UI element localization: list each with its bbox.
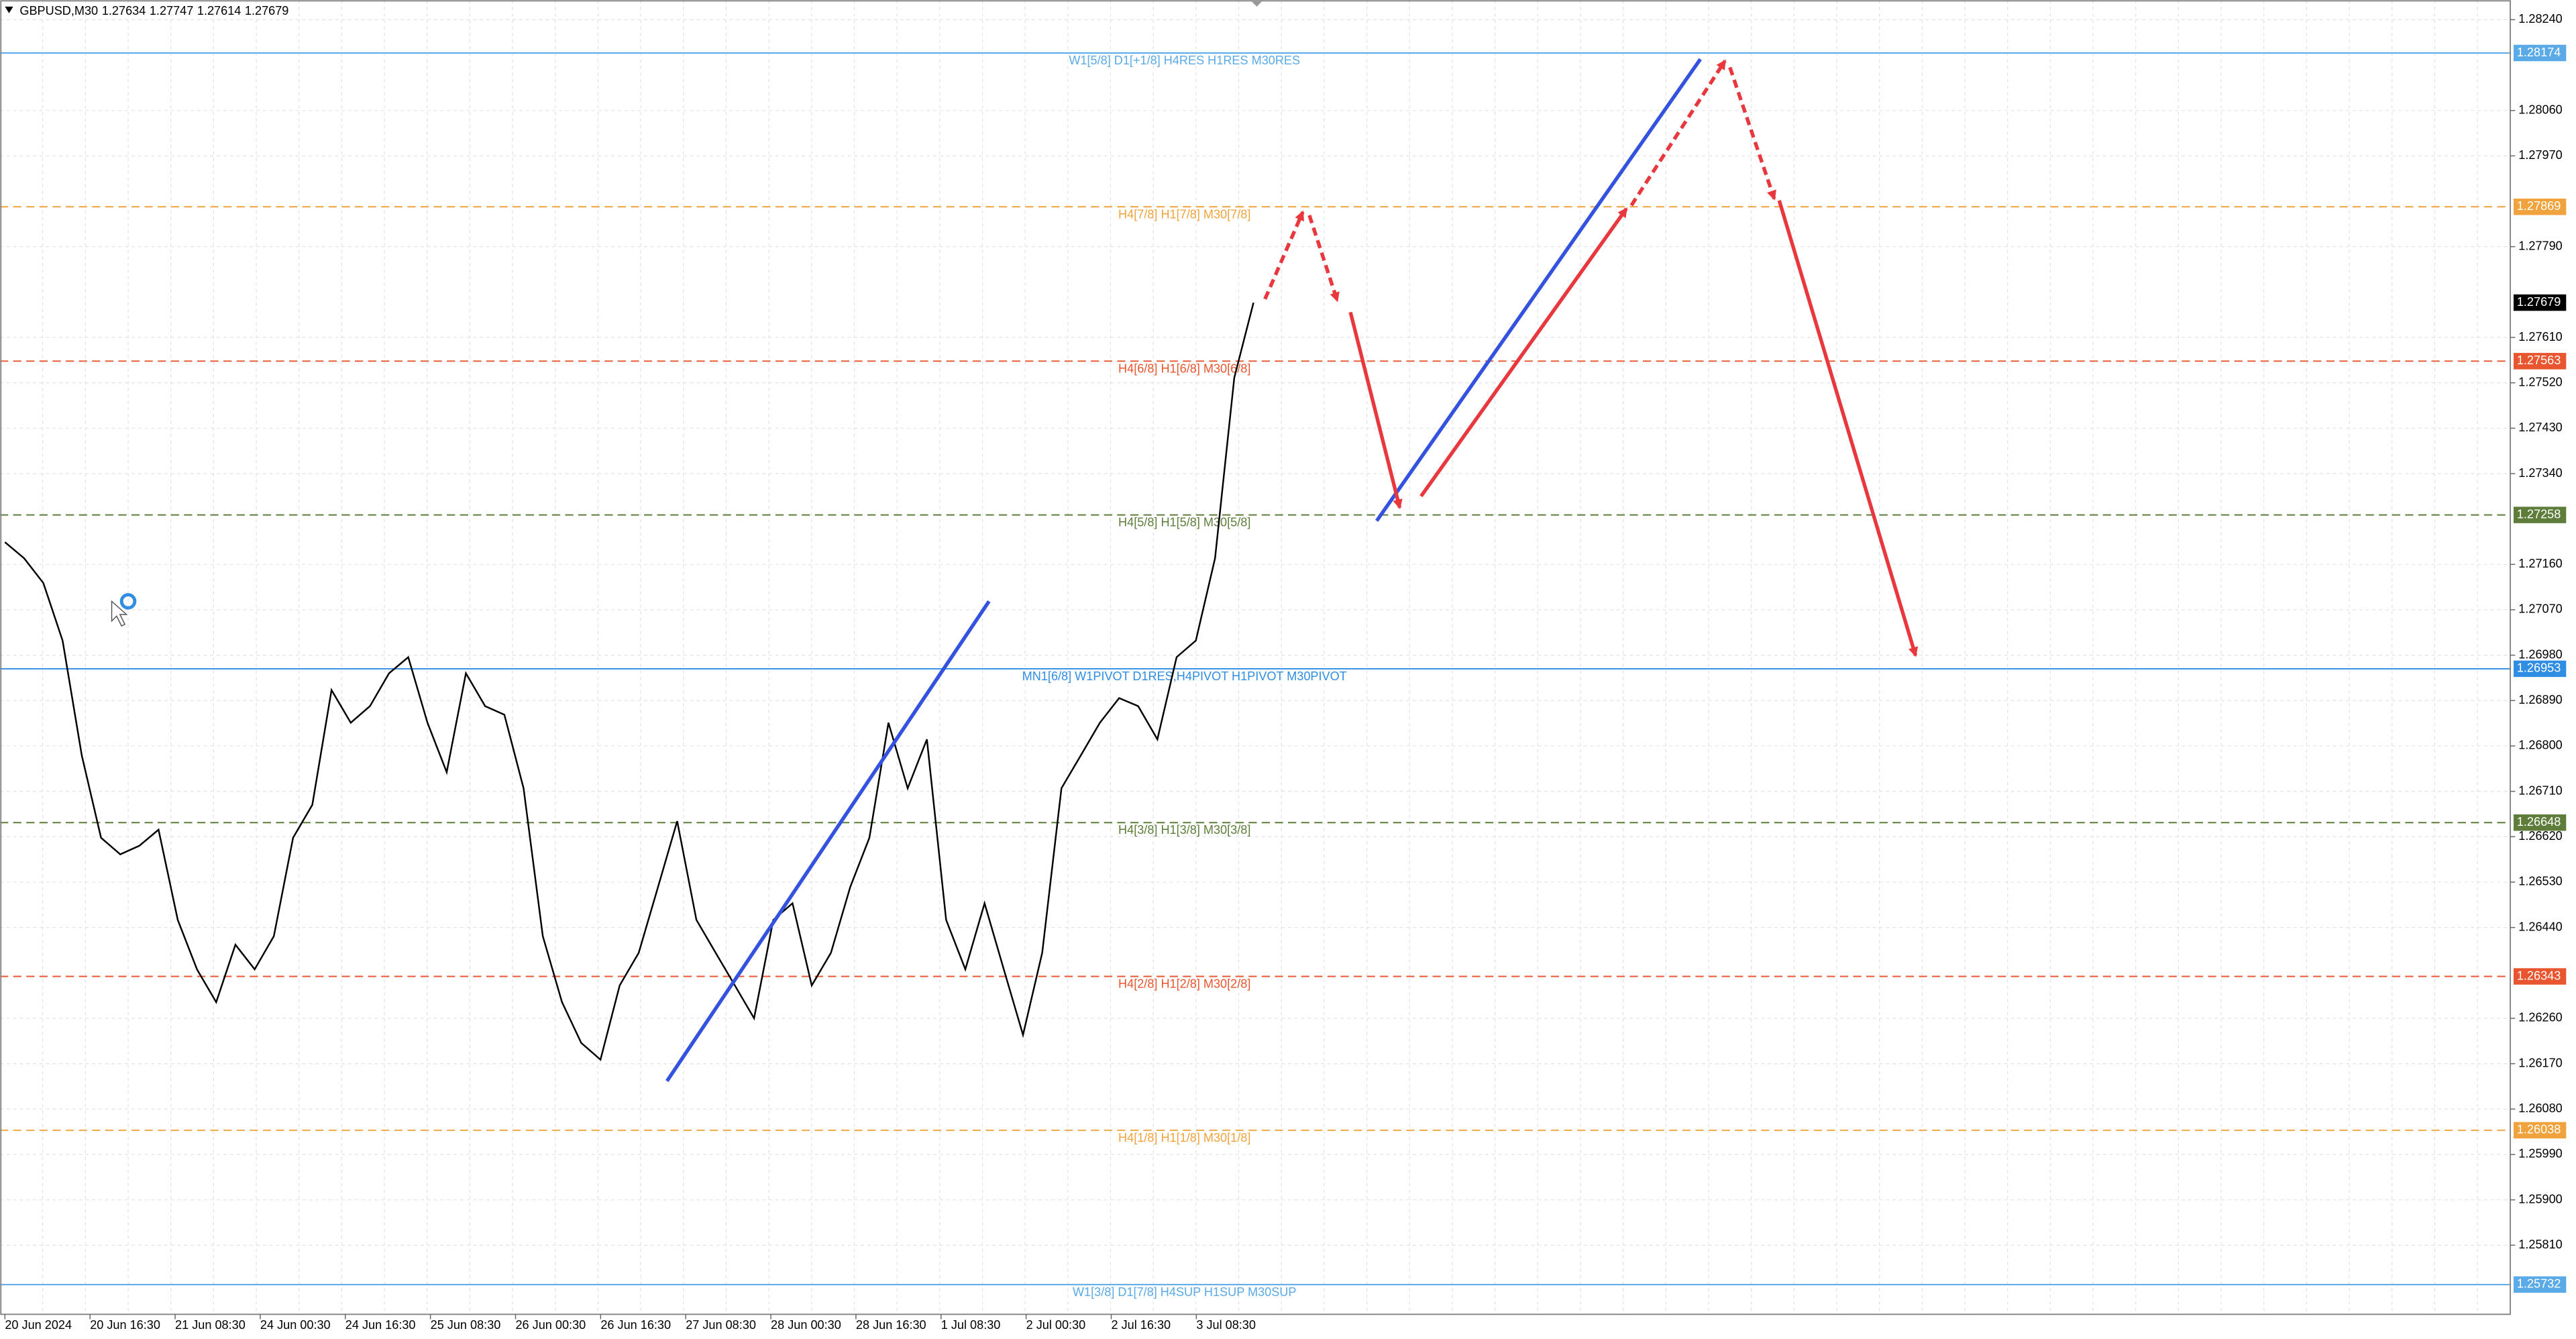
level-label: H4[7/8] H1[7/8] M30[7/8]: [1118, 207, 1250, 221]
x-tick-label: 24 Jun 16:30: [345, 1318, 416, 1332]
symbol-title: GBPUSD,M30: [19, 4, 98, 17]
price-tag-label: 1.25732: [2517, 1277, 2561, 1291]
price-tag-label: 1.26343: [2517, 969, 2561, 982]
forecast-arrow: [1348, 311, 1403, 510]
ohlc-value: 1.27614: [197, 4, 241, 17]
price-tag-label: 1.26648: [2517, 815, 2561, 828]
x-tick-label: 26 Jun 16:30: [600, 1318, 671, 1332]
level-label: H4[2/8] H1[2/8] M30[2/8]: [1118, 977, 1250, 991]
y-tick-label: 1.26260: [2518, 1011, 2562, 1024]
y-tick-label: 1.25900: [2518, 1192, 2562, 1206]
y-tick-label: 1.26080: [2518, 1102, 2562, 1115]
level-label: W1[5/8] D1[+1/8] H4RES H1RES M30RES: [1069, 54, 1300, 67]
y-tick-label: 1.27430: [2518, 421, 2562, 434]
y-tick-label: 1.26530: [2518, 875, 2562, 888]
x-tick-label: 1 Jul 08:30: [941, 1318, 1001, 1332]
y-tick-label: 1.26170: [2518, 1056, 2562, 1069]
price-tag-label: 1.28174: [2517, 46, 2561, 59]
x-tick-label: 20 Jun 2024: [5, 1318, 72, 1332]
ohlc-value: 1.27747: [150, 4, 193, 17]
x-tick-label: 28 Jun 16:30: [856, 1318, 926, 1332]
y-tick-label: 1.27160: [2518, 557, 2562, 570]
trend-line: [1375, 58, 1702, 522]
menu-arrow: [5, 6, 13, 13]
price-tag: [2513, 199, 2567, 215]
y-tick-label: 1.27790: [2518, 239, 2562, 252]
y-tick-label: 1.27970: [2518, 148, 2562, 162]
ohlc: 1.27634 1.27747 1.27614 1.27679: [102, 4, 289, 17]
y-tick-label: 1.26800: [2518, 739, 2562, 752]
forecast-arrow: [1777, 200, 1919, 657]
y-tick-label: 1.26710: [2518, 784, 2562, 797]
scroll-marker: [1250, 0, 1264, 7]
y-tick-label: 1.27070: [2518, 602, 2562, 616]
price-tag: [2513, 814, 2567, 831]
levels: W1[5/8] D1[+1/8] H4RES H1RES M30RES H4[7/…: [0, 52, 2511, 1299]
forecast-arrow: [1263, 210, 1305, 300]
price-tag-label: 1.27563: [2517, 354, 2561, 367]
y-tick-label: 1.26440: [2518, 920, 2562, 933]
mouse-pointer: [111, 600, 128, 627]
level-label: W1[3/8] D1[7/8] H4SUP H1SUP M30SUP: [1073, 1285, 1297, 1299]
y-tick-label: 1.25990: [2518, 1147, 2562, 1161]
price-line: [4, 302, 1254, 1061]
forecast-arrow: [1728, 66, 1776, 201]
price-tag-label: 1.27869: [2517, 199, 2561, 213]
cursor-icon: [119, 593, 137, 610]
price-tag: [2513, 1122, 2567, 1139]
level-label: MN1[6/8] W1PIVOT D1RES,H4PIVOT H1PIVOT M…: [1022, 670, 1347, 683]
x-tick-label: 26 Jun 00:30: [515, 1318, 586, 1332]
grid: [0, 0, 2511, 1315]
x-tick-label: 2 Jul 16:30: [1111, 1318, 1171, 1332]
level-label: H4[1/8] H1[1/8] M30[1/8]: [1118, 1131, 1250, 1144]
price-tag: [2513, 660, 2567, 678]
annotations: [111, 58, 1919, 1082]
level-label: H4[3/8] H1[3/8] M30[3/8]: [1118, 823, 1250, 837]
price-tag: [2513, 353, 2567, 370]
x-tick-label: 24 Jun 00:30: [260, 1318, 331, 1332]
x-tick-label: 2 Jul 00:30: [1026, 1318, 1086, 1332]
price-series: [4, 302, 1254, 1061]
forecast-arrow: [1629, 59, 1727, 207]
price-tag: [2513, 968, 2567, 985]
y-tick-label: 1.28240: [2518, 12, 2562, 25]
x-tick-label: 28 Jun 00:30: [771, 1318, 841, 1332]
y-tick-label: 1.27520: [2518, 375, 2562, 388]
current-price-tag: [2513, 294, 2567, 311]
y-tick-label: 1.28060: [2518, 103, 2562, 116]
current-price-label: 1.27679: [2517, 295, 2561, 309]
price-tag: [2513, 506, 2567, 523]
price-tag-label: 1.26038: [2517, 1123, 2561, 1136]
price-tag-label: 1.26953: [2517, 661, 2561, 675]
x-tick-label: 3 Jul 08:30: [1196, 1318, 1256, 1332]
y-tick-label: 1.25810: [2518, 1238, 2562, 1251]
price-tag-label: 1.27258: [2517, 507, 2561, 521]
x-tick-label: 21 Jun 08:30: [175, 1318, 246, 1332]
x-tick-label: 20 Jun 16:30: [90, 1318, 160, 1332]
x-tick-label: 27 Jun 08:30: [686, 1318, 756, 1332]
level-label: H4[6/8] H1[6/8] M30[6/8]: [1118, 362, 1250, 375]
price-tag: [2513, 44, 2567, 62]
y-tick-label: 1.26620: [2518, 829, 2562, 843]
y-tick-label: 1.26980: [2518, 647, 2562, 661]
y-tick-label: 1.26890: [2518, 693, 2562, 706]
price-tag: [2513, 1276, 2567, 1293]
y-tick-label: 1.27340: [2518, 466, 2562, 480]
level-label: H4[5/8] H1[5/8] M30[5/8]: [1118, 516, 1250, 529]
ohlc-value: 1.27679: [245, 4, 288, 17]
ohlc-value: 1.27634: [102, 4, 146, 17]
forecast-arrow: [1419, 207, 1628, 498]
trend-line: [665, 600, 991, 1082]
x-tick-label: 25 Jun 08:30: [431, 1318, 501, 1332]
y-tick-label: 1.27610: [2518, 330, 2562, 343]
forecast-arrow: [1307, 215, 1340, 303]
